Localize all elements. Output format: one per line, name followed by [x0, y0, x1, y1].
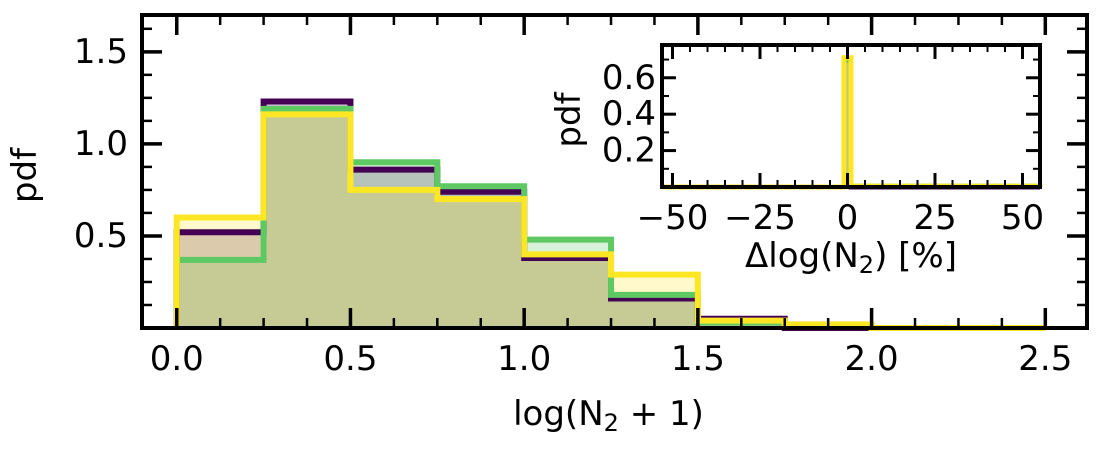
series-2-fill — [844, 57, 1040, 187]
x-tick-label: 1.5 — [671, 339, 725, 379]
y-tick-label: 0.5 — [74, 216, 128, 256]
bar — [263, 108, 351, 329]
bar — [524, 258, 612, 328]
bar — [176, 259, 264, 328]
bar — [844, 59, 851, 187]
x-tick-label: 1.0 — [497, 339, 551, 379]
x-tick-label: −50 — [637, 198, 709, 238]
x-tick-label: 0.0 — [150, 339, 204, 379]
y-tick-label: 1.5 — [74, 32, 128, 72]
bar — [350, 169, 438, 328]
main-histogram: 0.0 0.5 1.0 1.5 2.0 2.5 0.5 1.0 1.5 log(N2 + 1) pd… — [5, 13, 1089, 437]
x-axis-label: log(N2 + 1) — [513, 394, 704, 437]
axes-frame — [660, 43, 1042, 189]
y-tick-label: 0.6 — [602, 58, 656, 98]
bar — [176, 217, 264, 328]
x-axis-label: Δlog(N2) [%] — [745, 236, 957, 279]
y-tick-label: 0.2 — [602, 131, 656, 171]
series-2-outline — [662, 55, 1043, 190]
bar — [844, 59, 851, 187]
series-2-fill — [176, 114, 872, 329]
bar — [263, 101, 351, 328]
bar — [437, 186, 525, 328]
y-axis-label: pdf — [549, 91, 589, 147]
ticks — [142, 15, 1087, 328]
x-tick-label: −25 — [724, 198, 796, 238]
bar — [437, 191, 525, 328]
series-0-fill — [176, 101, 785, 328]
bar — [844, 57, 851, 187]
series-0-fill — [844, 59, 851, 187]
inset-histogram: −50 −25 0 25 50 0.20.40.6 Δlog(N2) [%] pdf — [549, 43, 1044, 279]
bar — [437, 199, 525, 328]
bar — [263, 114, 351, 329]
x-tick-label: 2.0 — [845, 339, 899, 379]
y-axis-label: pdf — [5, 147, 45, 203]
x-tick-label: 50 — [1001, 198, 1044, 238]
bar — [350, 189, 438, 328]
x-tick-label: 2.5 — [1018, 339, 1072, 379]
bar — [176, 232, 264, 328]
x-tick-label: 0 — [837, 198, 859, 238]
x-tick-label: 0.5 — [323, 339, 377, 379]
y-tick-label: 0.4 — [602, 94, 656, 134]
y-tick-label: 1.0 — [74, 124, 128, 164]
bar — [524, 254, 612, 328]
series-1-fill — [844, 59, 1040, 187]
series-2-outline — [173, 111, 1046, 331]
x-tick-label: 25 — [913, 198, 956, 238]
axes-frame — [140, 13, 1089, 330]
ticks — [662, 45, 1041, 187]
